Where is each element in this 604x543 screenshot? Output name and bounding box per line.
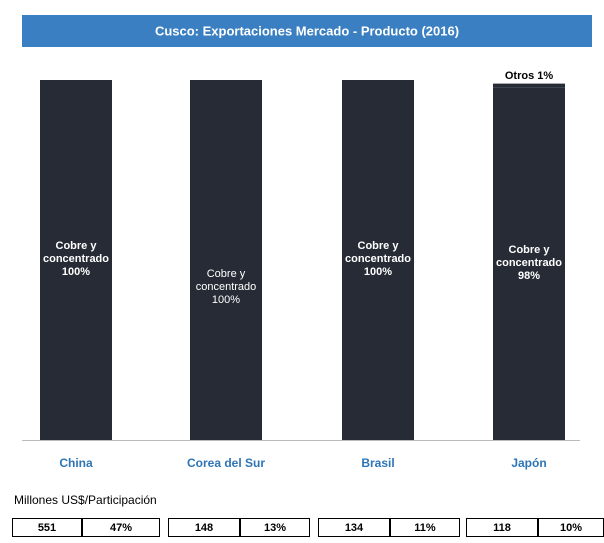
table-cell: 47% [82,518,160,537]
value-label: 100% [211,294,241,306]
series-name: Cobre y concentrado [344,240,411,265]
x-tick-label: China [59,456,93,470]
series-name: Cobre y concentrado [195,268,257,293]
series-name: Cobre y concentrado [42,240,109,265]
x-tick-label: Brasil [361,456,395,470]
series-name: Cobre y concentrado [495,243,562,269]
chart-title: Cusco: Exportaciones Mercado - Producto … [155,23,459,38]
table-cell: 118 [466,518,538,537]
bar-segment [190,80,262,440]
table-cell: 10% [538,518,604,537]
x-tick-label: Japón [511,456,547,470]
bar-segment [342,80,414,440]
table-caption: Millones US$/Participación [14,493,157,507]
title-bar [22,15,592,47]
value-label: 100% [61,266,91,278]
data-label: Cobre y concentrado 100% [31,240,121,279]
table-cell: 13% [240,518,310,537]
data-label: Otros 1% [484,70,574,83]
bar-segment [493,87,565,440]
value-label: 100% [363,266,393,278]
data-label: Cobre y concentrado 100% [333,240,423,279]
bar-segment [40,80,112,440]
x-tick-label: Corea del Sur [186,456,266,470]
data-label: Cobre y concentrado 98% [484,244,574,283]
bar-segment [493,83,565,88]
table-cell: 11% [390,518,460,537]
value-label: 1% [537,69,554,82]
data-label: Cobre y concentrado 100% [181,268,271,307]
value-label: 98% [517,269,541,282]
series-name: Otros [504,69,535,82]
table-cell: 134 [318,518,390,537]
table-cell: 551 [12,518,82,537]
table-cell: 148 [168,518,240,537]
